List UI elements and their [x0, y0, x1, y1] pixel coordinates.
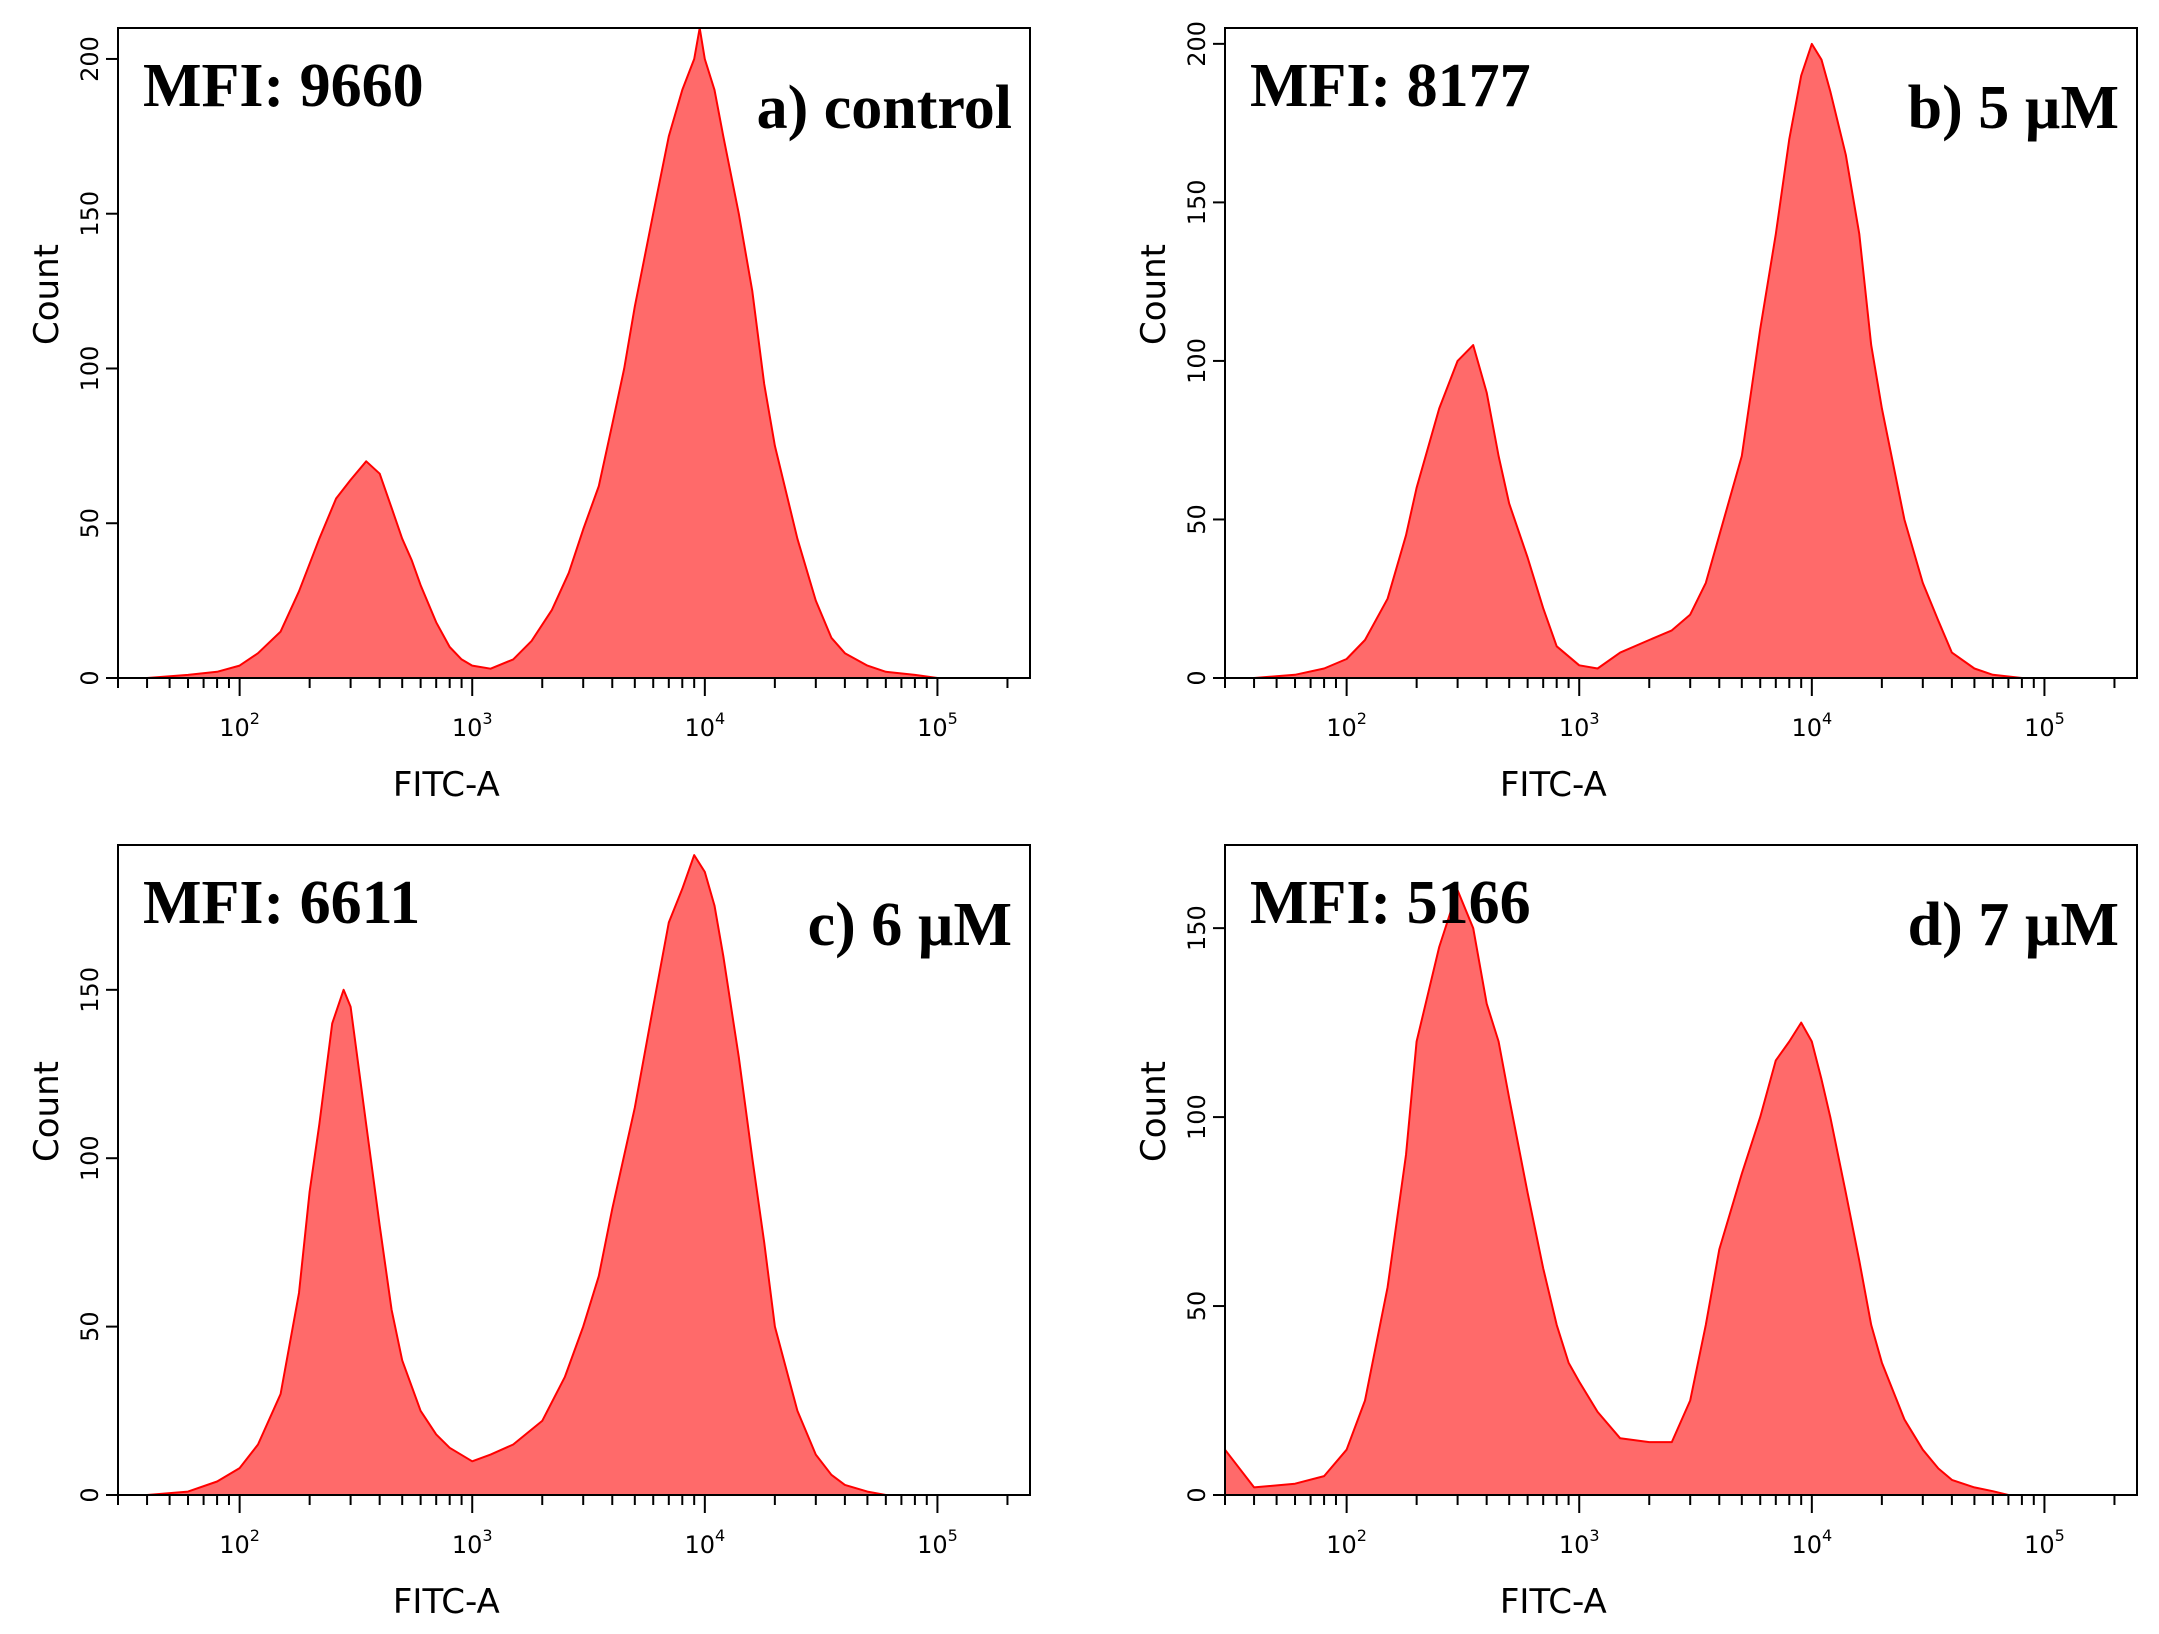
panel-2: 0 50 100 150 200 102 103 104 105 FITC-A Count MFI: … — [1134, 21, 2138, 805]
y-axis-label: Count — [1134, 244, 1174, 345]
panel-label: c) 6 µM — [808, 891, 1012, 959]
x-axis-label: FITC-A — [1500, 1582, 1607, 1622]
y-tick-label: 50 — [76, 508, 104, 539]
y-tick-label: 100 — [1183, 1094, 1211, 1140]
x-tick-label: 102 — [219, 1526, 260, 1559]
x-tick-label: 103 — [452, 1526, 493, 1559]
histogram-series — [1253, 42, 2023, 679]
y-tick-label: 100 — [76, 1135, 104, 1181]
mfi-annotation: MFI: 9660 — [143, 52, 424, 120]
panel-label: d) 7 µM — [1908, 891, 2119, 959]
x-tick-label: 104 — [684, 709, 725, 742]
y-tick-label: 0 — [1183, 1487, 1211, 1502]
mfi-annotation: MFI: 8177 — [1250, 52, 1531, 120]
plot-frame — [1224, 27, 2138, 679]
y-tick-label: 150 — [76, 191, 104, 237]
x-tick-label: 102 — [219, 709, 260, 742]
plot-frame — [1224, 844, 2138, 1496]
x-axis-label: FITC-A — [1500, 765, 1607, 805]
panel-4: 0 50 100 150 102 103 104 105 FITC-A Count MFI: 516… — [1134, 844, 2138, 1622]
y-axis-label: Count — [1134, 1061, 1174, 1162]
histogram-series — [1224, 889, 2010, 1496]
plot-frame — [117, 27, 1031, 679]
x-tick-label: 104 — [1791, 709, 1832, 742]
panel-label: a) control — [757, 74, 1012, 142]
y-tick-label: 200 — [76, 36, 104, 82]
y-tick-label: 100 — [76, 346, 104, 392]
plot-frame — [117, 844, 1031, 1496]
y-tick-label: 50 — [1183, 504, 1211, 535]
y-tick-label: 0 — [76, 670, 104, 685]
x-tick-label: 105 — [917, 709, 958, 742]
y-tick-label: 0 — [76, 1487, 104, 1502]
panel-label: b) 5 µM — [1908, 74, 2119, 142]
x-tick-label: 103 — [452, 709, 493, 742]
x-tick-label: 103 — [1559, 1526, 1600, 1559]
y-tick-label: 150 — [76, 967, 104, 1013]
panel-3: 0 50 100 150 102 103 104 105 FITC-A Count MFI: 661… — [27, 844, 1031, 1622]
histogram-series — [146, 854, 887, 1496]
y-axis-label: Count — [27, 244, 67, 345]
y-tick-label: 0 — [1183, 670, 1211, 685]
x-axis-label: FITC-A — [393, 1582, 500, 1622]
y-axis-label: Count — [27, 1061, 67, 1162]
x-tick-label: 102 — [1326, 1526, 1367, 1559]
mfi-annotation: MFI: 5166 — [1250, 869, 1531, 937]
x-axis-label: FITC-A — [393, 765, 500, 805]
x-tick-label: 104 — [1791, 1526, 1832, 1559]
y-tick-label: 150 — [1183, 905, 1211, 951]
x-tick-label: 105 — [917, 1526, 958, 1559]
x-tick-label: 105 — [2024, 709, 2065, 742]
x-tick-label: 105 — [2024, 1526, 2065, 1559]
y-tick-label: 150 — [1183, 179, 1211, 225]
panel-1: 0 50 100 150 200 102 103 104 105 FITC-A Count MFI: … — [27, 27, 1031, 805]
y-tick-label: 50 — [76, 1311, 104, 1342]
y-tick-label: 100 — [1183, 338, 1211, 384]
y-tick-label: 200 — [1183, 21, 1211, 67]
y-tick-label: 50 — [1183, 1291, 1211, 1322]
histogram-series — [146, 27, 939, 679]
x-tick-label: 104 — [684, 1526, 725, 1559]
mfi-annotation: MFI: 6611 — [143, 869, 420, 937]
x-tick-label: 103 — [1559, 709, 1600, 742]
x-tick-label: 102 — [1326, 709, 1367, 742]
